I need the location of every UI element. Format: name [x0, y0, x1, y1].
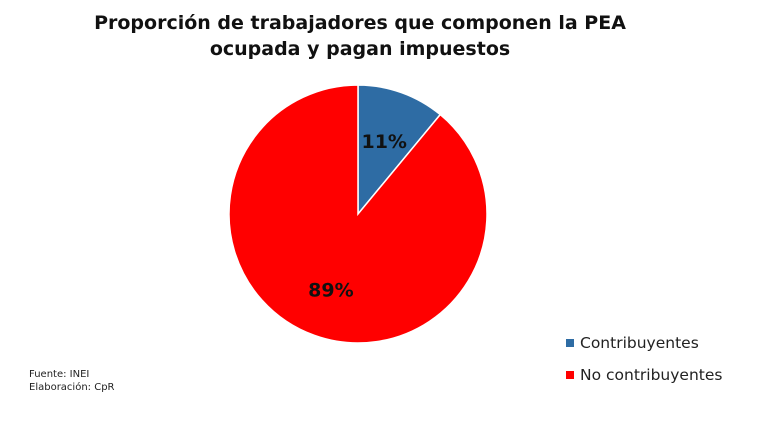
legend: Contribuyentes No contribuyentes [566, 330, 722, 394]
pie-slice-contribuyentes [357, 84, 442, 217]
pie-slice-no-contribuyentes [228, 84, 488, 344]
legend-swatch [566, 339, 574, 347]
data-label: 89% [308, 279, 353, 301]
pie-labels: 11% 89% [308, 131, 407, 301]
legend-item-contribuyentes: Contribuyentes [566, 330, 722, 356]
elaboration-text: Elaboración: CpR [29, 382, 115, 393]
source-note: Fuente: INEI Elaboración: CpR [29, 368, 115, 394]
legend-item-no-contribuyentes: No contribuyentes [566, 362, 722, 388]
pie-slices [228, 84, 488, 344]
legend-swatch [566, 371, 574, 379]
data-label: 11% [361, 131, 406, 153]
legend-label: Contribuyentes [580, 334, 699, 352]
chart-title: Proporción de trabajadores que componen … [94, 12, 626, 60]
legend-label: No contribuyentes [580, 366, 723, 384]
source-text: Fuente: INEI [29, 369, 90, 380]
